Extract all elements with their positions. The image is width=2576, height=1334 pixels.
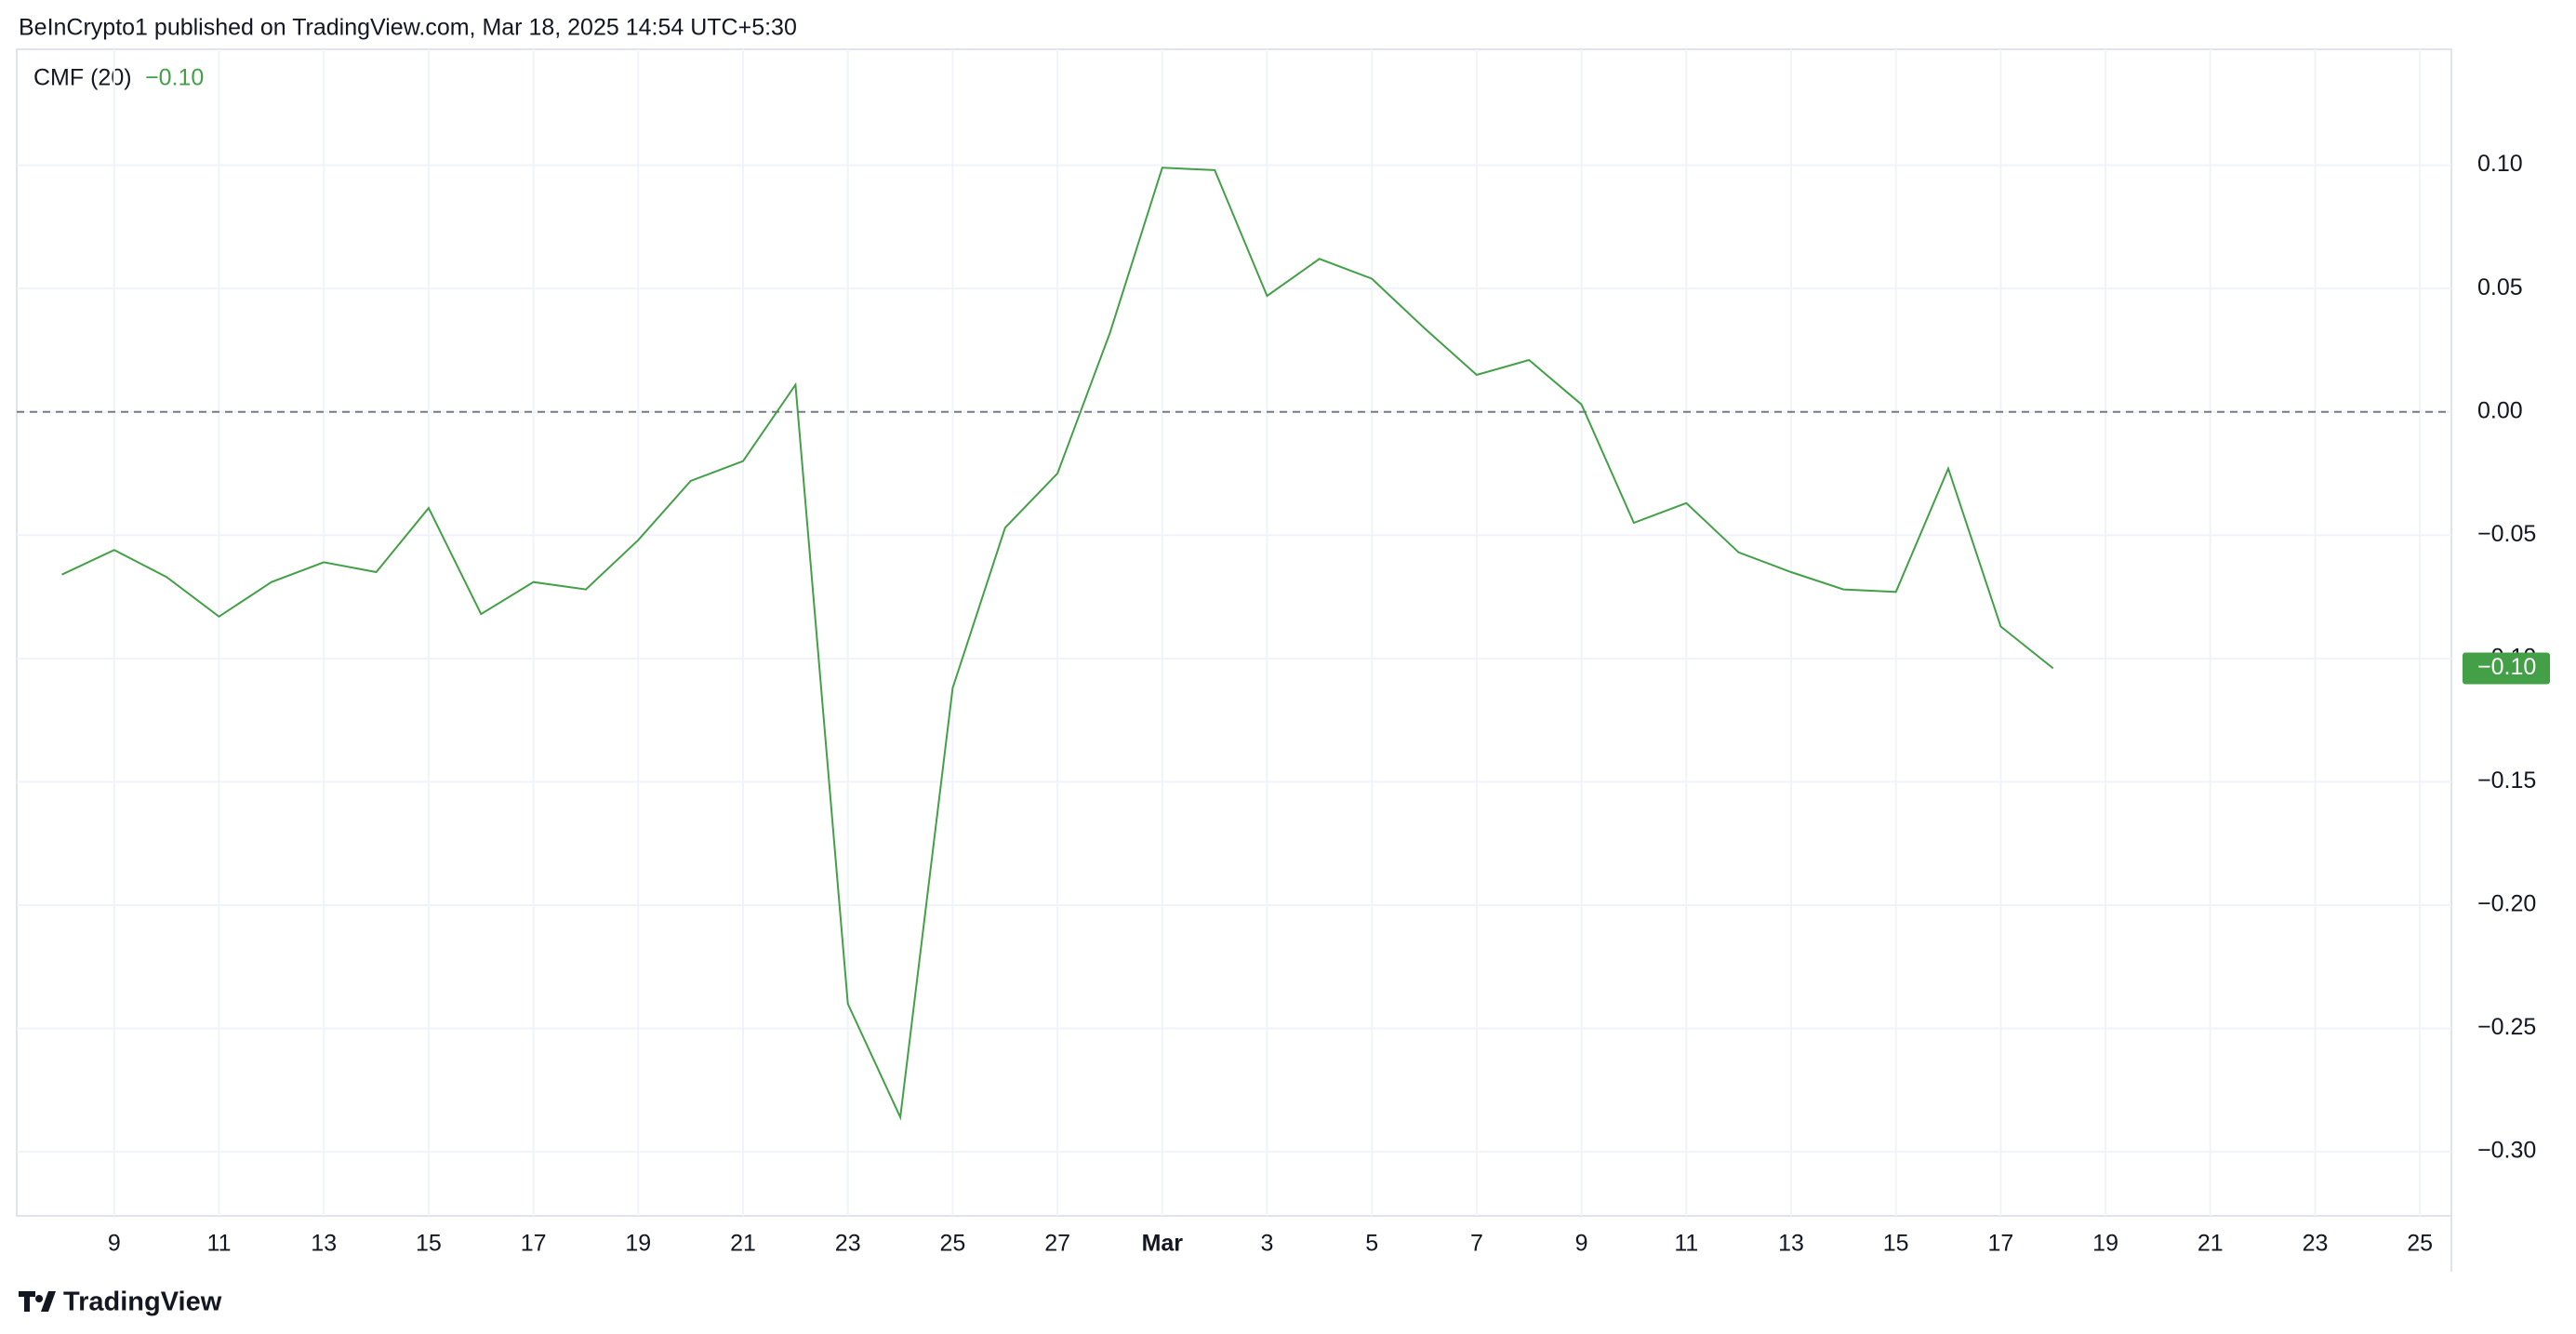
x-tick-label: 15	[1883, 1231, 1909, 1257]
data-line	[61, 167, 2054, 1121]
y-tick-label: −0.05	[2477, 521, 2536, 547]
price-tag	[2463, 652, 2550, 685]
x-tick-label: 27	[1044, 1231, 1070, 1257]
y-tick-label: −0.20	[2477, 891, 2536, 917]
x-tick-label: 9	[1575, 1231, 1588, 1257]
x-tick-label: 5	[1365, 1231, 1378, 1257]
header: BeInCrypto1 published on TradingView.com…	[19, 15, 797, 41]
x-tick-label: 13	[1778, 1231, 1804, 1257]
x-tick-label: 7	[1470, 1231, 1483, 1257]
logo-icon	[19, 1291, 56, 1312]
x-tick-label: 17	[521, 1231, 547, 1257]
x-tick-label: 3	[1261, 1231, 1274, 1257]
y-tick-label: 0.00	[2477, 397, 2523, 423]
x-tick-label: 19	[625, 1231, 651, 1257]
y-tick-label: 0.05	[2477, 274, 2523, 300]
x-tick-label: 15	[416, 1231, 442, 1257]
y-tick-label: −0.25	[2477, 1014, 2536, 1040]
legend-value: −0.10	[145, 65, 204, 91]
legend-label: CMF (20)	[33, 65, 132, 91]
x-tick-label: 19	[2092, 1231, 2118, 1257]
x-tick-label: 9	[108, 1231, 121, 1257]
x-tick-label: 17	[1987, 1231, 2013, 1257]
x-tick-label: Mar	[1142, 1231, 1184, 1257]
y-tick-label: 0.10	[2477, 151, 2523, 177]
x-tick-label: 25	[2407, 1231, 2433, 1257]
footer: TradingView	[63, 1287, 222, 1317]
plot-border	[16, 48, 2452, 1217]
logo: TradingView	[19, 1287, 222, 1317]
x-tick-label: 21	[730, 1231, 756, 1257]
y-tick-label: −0.30	[2477, 1138, 2536, 1164]
x-tick-label: 13	[311, 1231, 337, 1257]
x-tick-label: 11	[207, 1231, 232, 1257]
price-tag-label: −0.10	[2477, 654, 2536, 680]
x-tick-label: 25	[939, 1231, 965, 1257]
x-tick-label: 23	[2303, 1231, 2329, 1257]
x-tick-label: 23	[835, 1231, 861, 1257]
x-tick-label: 21	[2198, 1231, 2224, 1257]
x-tick-label: 11	[1674, 1231, 1698, 1257]
y-tick-label: −0.15	[2477, 767, 2536, 794]
